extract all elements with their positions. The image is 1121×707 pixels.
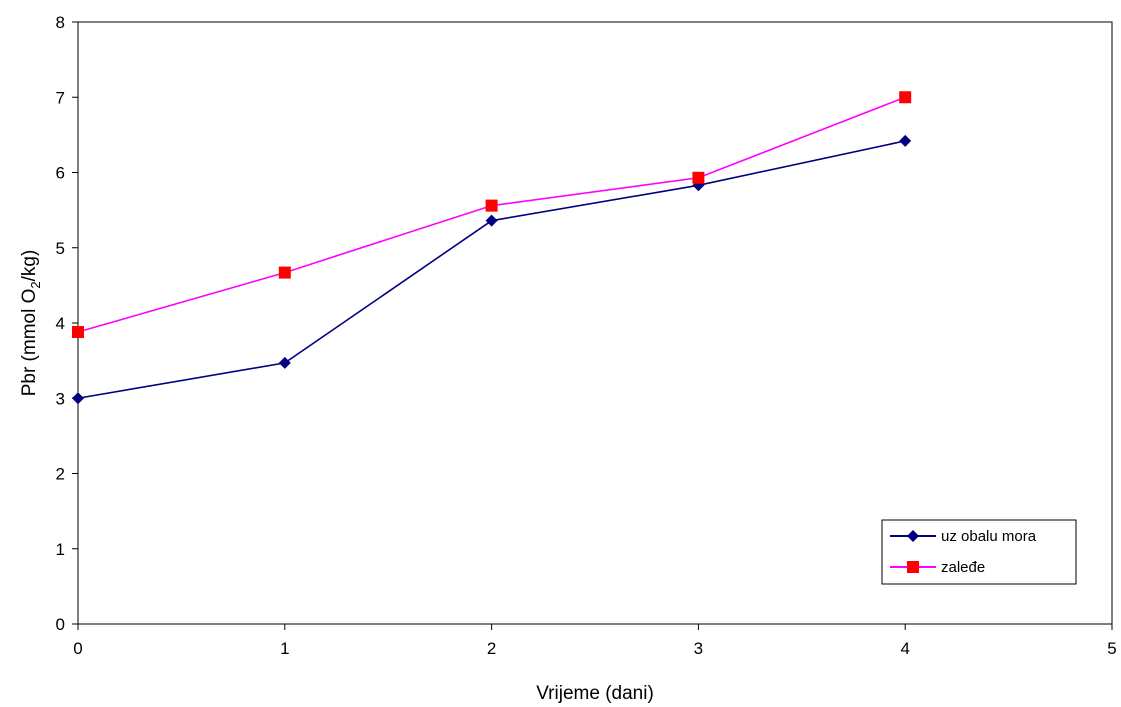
data-point-square [72,326,84,339]
y-tick-label: 5 [56,239,65,258]
legend-diamond-marker [907,530,919,542]
y-tick-label: 7 [56,88,65,107]
data-point-square [899,91,912,104]
y-axis-title-prefix: Pbr (mmol O [19,289,40,397]
data-point-diamond [899,134,912,147]
y-axis-ticks: 0 1 2 3 4 5 6 7 8 [56,13,78,634]
y-axis-title: Pbr (mmol O2/kg) [19,250,43,397]
series-layer [72,91,912,405]
x-tick-label: 2 [487,639,496,658]
data-point-square [485,199,498,212]
data-point-diamond [72,392,84,405]
x-axis-title: Vrijeme (dani) [536,683,654,704]
y-axis-title-suffix: /kg) [19,250,40,282]
x-tick-label: 1 [280,639,289,658]
y-tick-label: 3 [56,389,65,408]
legend-label-uz-obalu-mora: uz obalu mora [941,528,1037,545]
legend-label-zaledje: zaleđe [941,559,985,576]
x-tick-label: 0 [73,639,82,658]
x-tick-label: 3 [694,639,703,658]
y-tick-label: 4 [56,314,65,333]
data-point-diamond [485,214,498,227]
legend-box [881,519,1077,585]
x-tick-label: 4 [900,639,909,658]
y-axis-title-subscript: 2 [28,281,43,288]
legend: uz obalu mora zaleđe [881,519,1077,585]
y-tick-label: 1 [56,540,65,559]
y-tick-label: 6 [56,164,65,183]
y-tick-label: 2 [56,465,65,484]
x-axis-ticks: 0 1 2 3 4 5 [73,624,1117,658]
data-point-square [278,266,291,279]
y-tick-label: 8 [56,13,65,32]
data-point-diamond [278,356,291,369]
data-point-square [692,171,705,184]
legend-square-marker [907,561,919,573]
x-tick-label: 5 [1107,639,1116,658]
y-tick-label: 0 [56,615,65,634]
